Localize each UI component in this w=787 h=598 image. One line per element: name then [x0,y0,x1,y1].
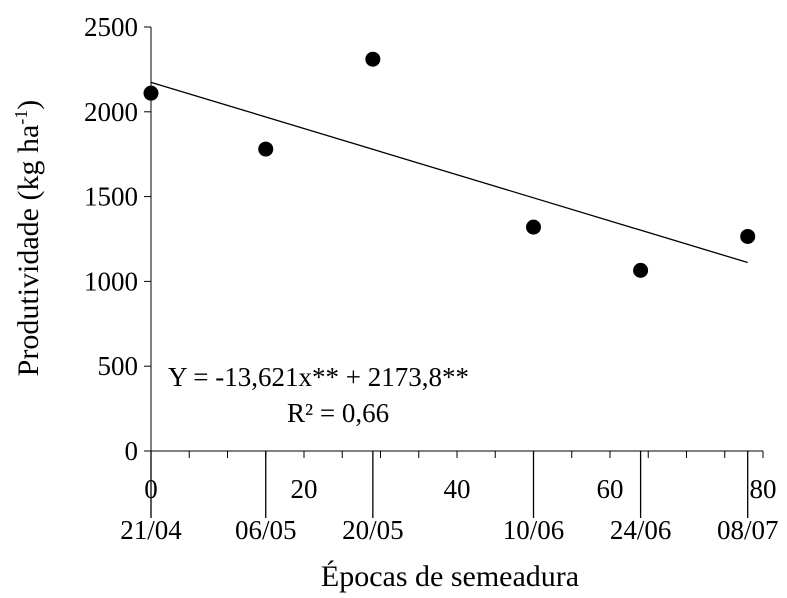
x-tick-label: 20 [291,474,318,504]
data-point [143,85,159,101]
y-tick-label: 2500 [84,12,138,42]
date-label: 06/05 [235,515,297,545]
y-tick-label: 500 [98,351,139,381]
date-label: 10/06 [503,515,565,545]
y-ticks: 0 500 1000 1500 2000 2500 [84,12,151,466]
data-point [365,51,381,67]
x-tick-label: 40 [444,474,471,504]
y-tick-label: 1500 [84,182,138,212]
y-axis-label-close: ) [12,100,45,110]
date-label: 21/04 [120,515,182,545]
data-point [633,262,649,278]
x-axis-label: Épocas de semeadura [321,560,579,593]
x-ticks: 0 20 40 60 80 [144,474,776,504]
y-tick-label: 2000 [84,97,138,127]
date-marks: 21/04 06/05 20/05 10/06 24/06 08/07 [120,451,778,545]
y-axis-label-main: Produtividade (kg ha [12,125,45,377]
data-point [526,219,541,235]
regression-equation: Y = -13,621x** + 2173,8** [168,362,469,392]
x-minor-ticks [150,451,764,458]
date-label: 20/05 [342,515,404,545]
date-label: 24/06 [610,515,672,545]
y-axis-label-superscript: -1 [11,110,31,125]
data-point [740,228,756,244]
r-squared-label: R² = 0,66 [287,398,389,428]
y-tick-label: 0 [125,436,139,466]
data-point [258,141,274,157]
x-tick-label: 60 [597,474,624,504]
y-axis-label: Produtividade (kg ha-1) [11,100,45,377]
trend-line [150,81,748,264]
date-label: 08/07 [717,515,779,545]
data-points [143,51,756,278]
x-tick-label: 80 [750,474,777,504]
y-tick-label: 1000 [84,266,138,296]
